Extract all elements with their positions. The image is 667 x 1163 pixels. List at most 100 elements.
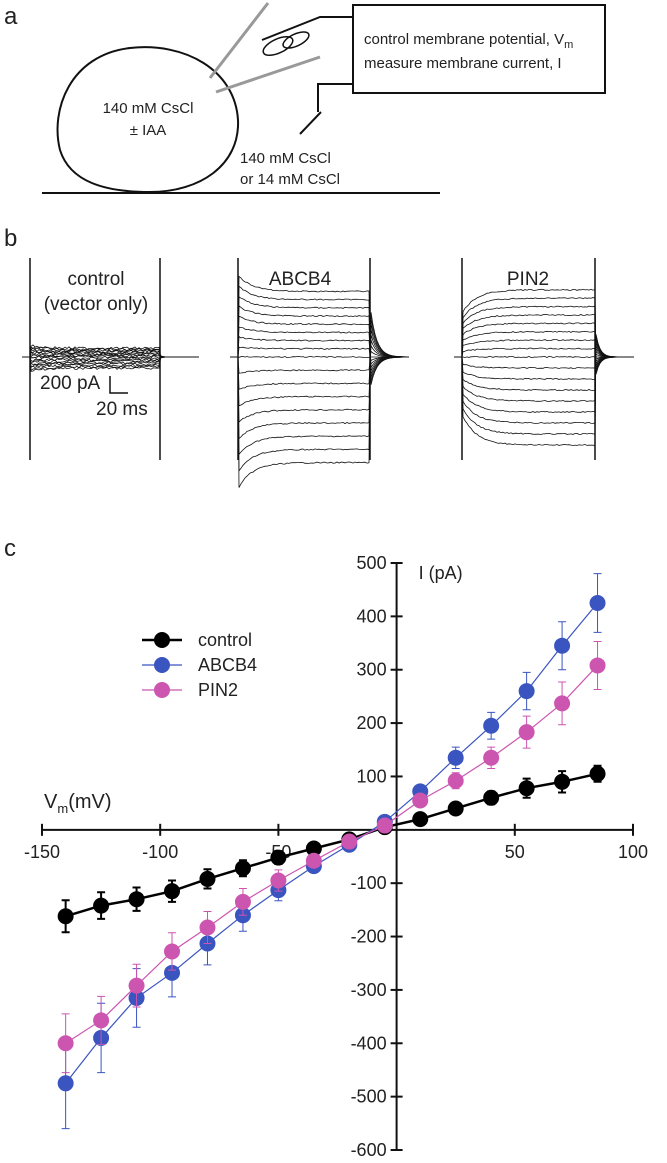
current-trace	[230, 346, 409, 362]
wire-loop	[262, 35, 294, 57]
data-point	[128, 977, 145, 994]
data-point	[447, 749, 464, 766]
current-trace	[454, 345, 634, 402]
data-point	[483, 749, 500, 766]
current-trace	[454, 322, 634, 368]
scale-bar	[109, 376, 128, 394]
y-tick-label: 500	[357, 553, 387, 573]
y-tick-label: 300	[357, 660, 387, 680]
bath-electrode	[299, 83, 353, 135]
current-trace	[230, 326, 409, 369]
data-point	[589, 595, 606, 612]
y-tick-label: -600	[351, 1140, 387, 1160]
legend-label: ABCB4	[198, 655, 257, 675]
data-point	[447, 772, 464, 789]
current-trace	[230, 317, 409, 472]
data-point	[447, 800, 464, 817]
data-point	[412, 792, 429, 809]
data-point	[234, 860, 251, 877]
data-point	[483, 789, 500, 806]
current-trace	[454, 330, 634, 365]
cell	[56, 46, 240, 194]
x-tick-label: -100	[142, 842, 178, 862]
bath-text: or 14 mM CsCl	[240, 171, 340, 188]
data-point	[554, 773, 571, 790]
data-point	[518, 724, 535, 741]
wire	[261, 16, 355, 41]
current-trace	[230, 355, 409, 359]
box-text-main: control membrane potential, V	[364, 31, 564, 48]
current-trace	[230, 340, 409, 407]
data-point	[57, 908, 74, 925]
scale-bar-label: 20 ms	[96, 399, 148, 420]
data-point	[589, 657, 606, 674]
x-tick-label: 50	[505, 842, 525, 862]
x-tick-label: 100	[618, 842, 648, 862]
x-tick-label: -150	[24, 842, 60, 862]
data-point	[128, 891, 145, 908]
data-point	[554, 637, 571, 654]
trace-label: ABCB4	[269, 269, 332, 290]
data-point	[305, 840, 322, 857]
x-axis-label-symbol: V	[44, 791, 58, 813]
current-trace	[230, 312, 409, 488]
current-trace	[454, 297, 634, 373]
current-trace	[230, 350, 409, 374]
data-point	[199, 870, 216, 887]
data-point	[164, 883, 181, 900]
data-point	[57, 1075, 74, 1092]
current-trace	[22, 344, 199, 359]
data-point	[518, 683, 535, 700]
legend-label: control	[198, 630, 252, 650]
data-point	[57, 1035, 74, 1052]
current-trace	[230, 296, 410, 378]
trace-label: control	[67, 269, 124, 290]
current-trace	[230, 323, 409, 456]
data-point	[554, 695, 571, 712]
data-point	[234, 893, 251, 910]
data-point	[270, 872, 287, 889]
data-point	[518, 780, 535, 797]
panel-label: c	[4, 535, 16, 562]
x-axis-label-unit: (mV)	[68, 791, 111, 813]
x-axis-label-subscript: m	[57, 801, 68, 816]
wire-loop	[282, 31, 310, 49]
data-point	[93, 897, 110, 914]
data-point	[164, 964, 181, 981]
box-text: measure membrane current, I	[364, 55, 562, 72]
legend-marker	[154, 632, 170, 648]
data-point	[93, 1012, 110, 1029]
series-line	[65, 772, 598, 918]
x-axis-label: Vm(mV)	[44, 791, 112, 816]
box-text-subscript: m	[564, 39, 573, 51]
legend-marker	[154, 682, 170, 698]
current-trace	[454, 288, 634, 375]
chart: -150-100-5050100-600-500-400-300-200-100…	[24, 553, 648, 1160]
pipette	[208, 2, 270, 79]
current-trace	[230, 285, 410, 382]
cell-text: 140 mM CsCl	[103, 100, 194, 117]
trace-label: (vector only)	[44, 294, 149, 315]
current-trace	[454, 339, 634, 424]
box-text: control membrane potential, Vm	[364, 31, 573, 51]
legend-label: PIN2	[198, 680, 238, 700]
y-tick-label: -300	[351, 980, 387, 1000]
traces	[22, 258, 634, 488]
current-trace	[230, 344, 409, 390]
current-trace	[230, 329, 410, 440]
legend-marker	[154, 657, 170, 673]
pipette	[215, 55, 321, 94]
data-point	[412, 811, 429, 828]
data-point	[483, 717, 500, 734]
bath-text: 140 mM CsCl	[240, 150, 331, 167]
series-line	[65, 665, 598, 1044]
panel-label: b	[4, 225, 17, 252]
cell-text: ± IAA	[130, 122, 167, 139]
current-trace	[454, 305, 634, 371]
current-trace	[230, 275, 410, 385]
current-trace	[454, 336, 634, 435]
data-point	[376, 817, 393, 834]
current-trace	[230, 334, 410, 424]
current-trace	[230, 335, 409, 365]
